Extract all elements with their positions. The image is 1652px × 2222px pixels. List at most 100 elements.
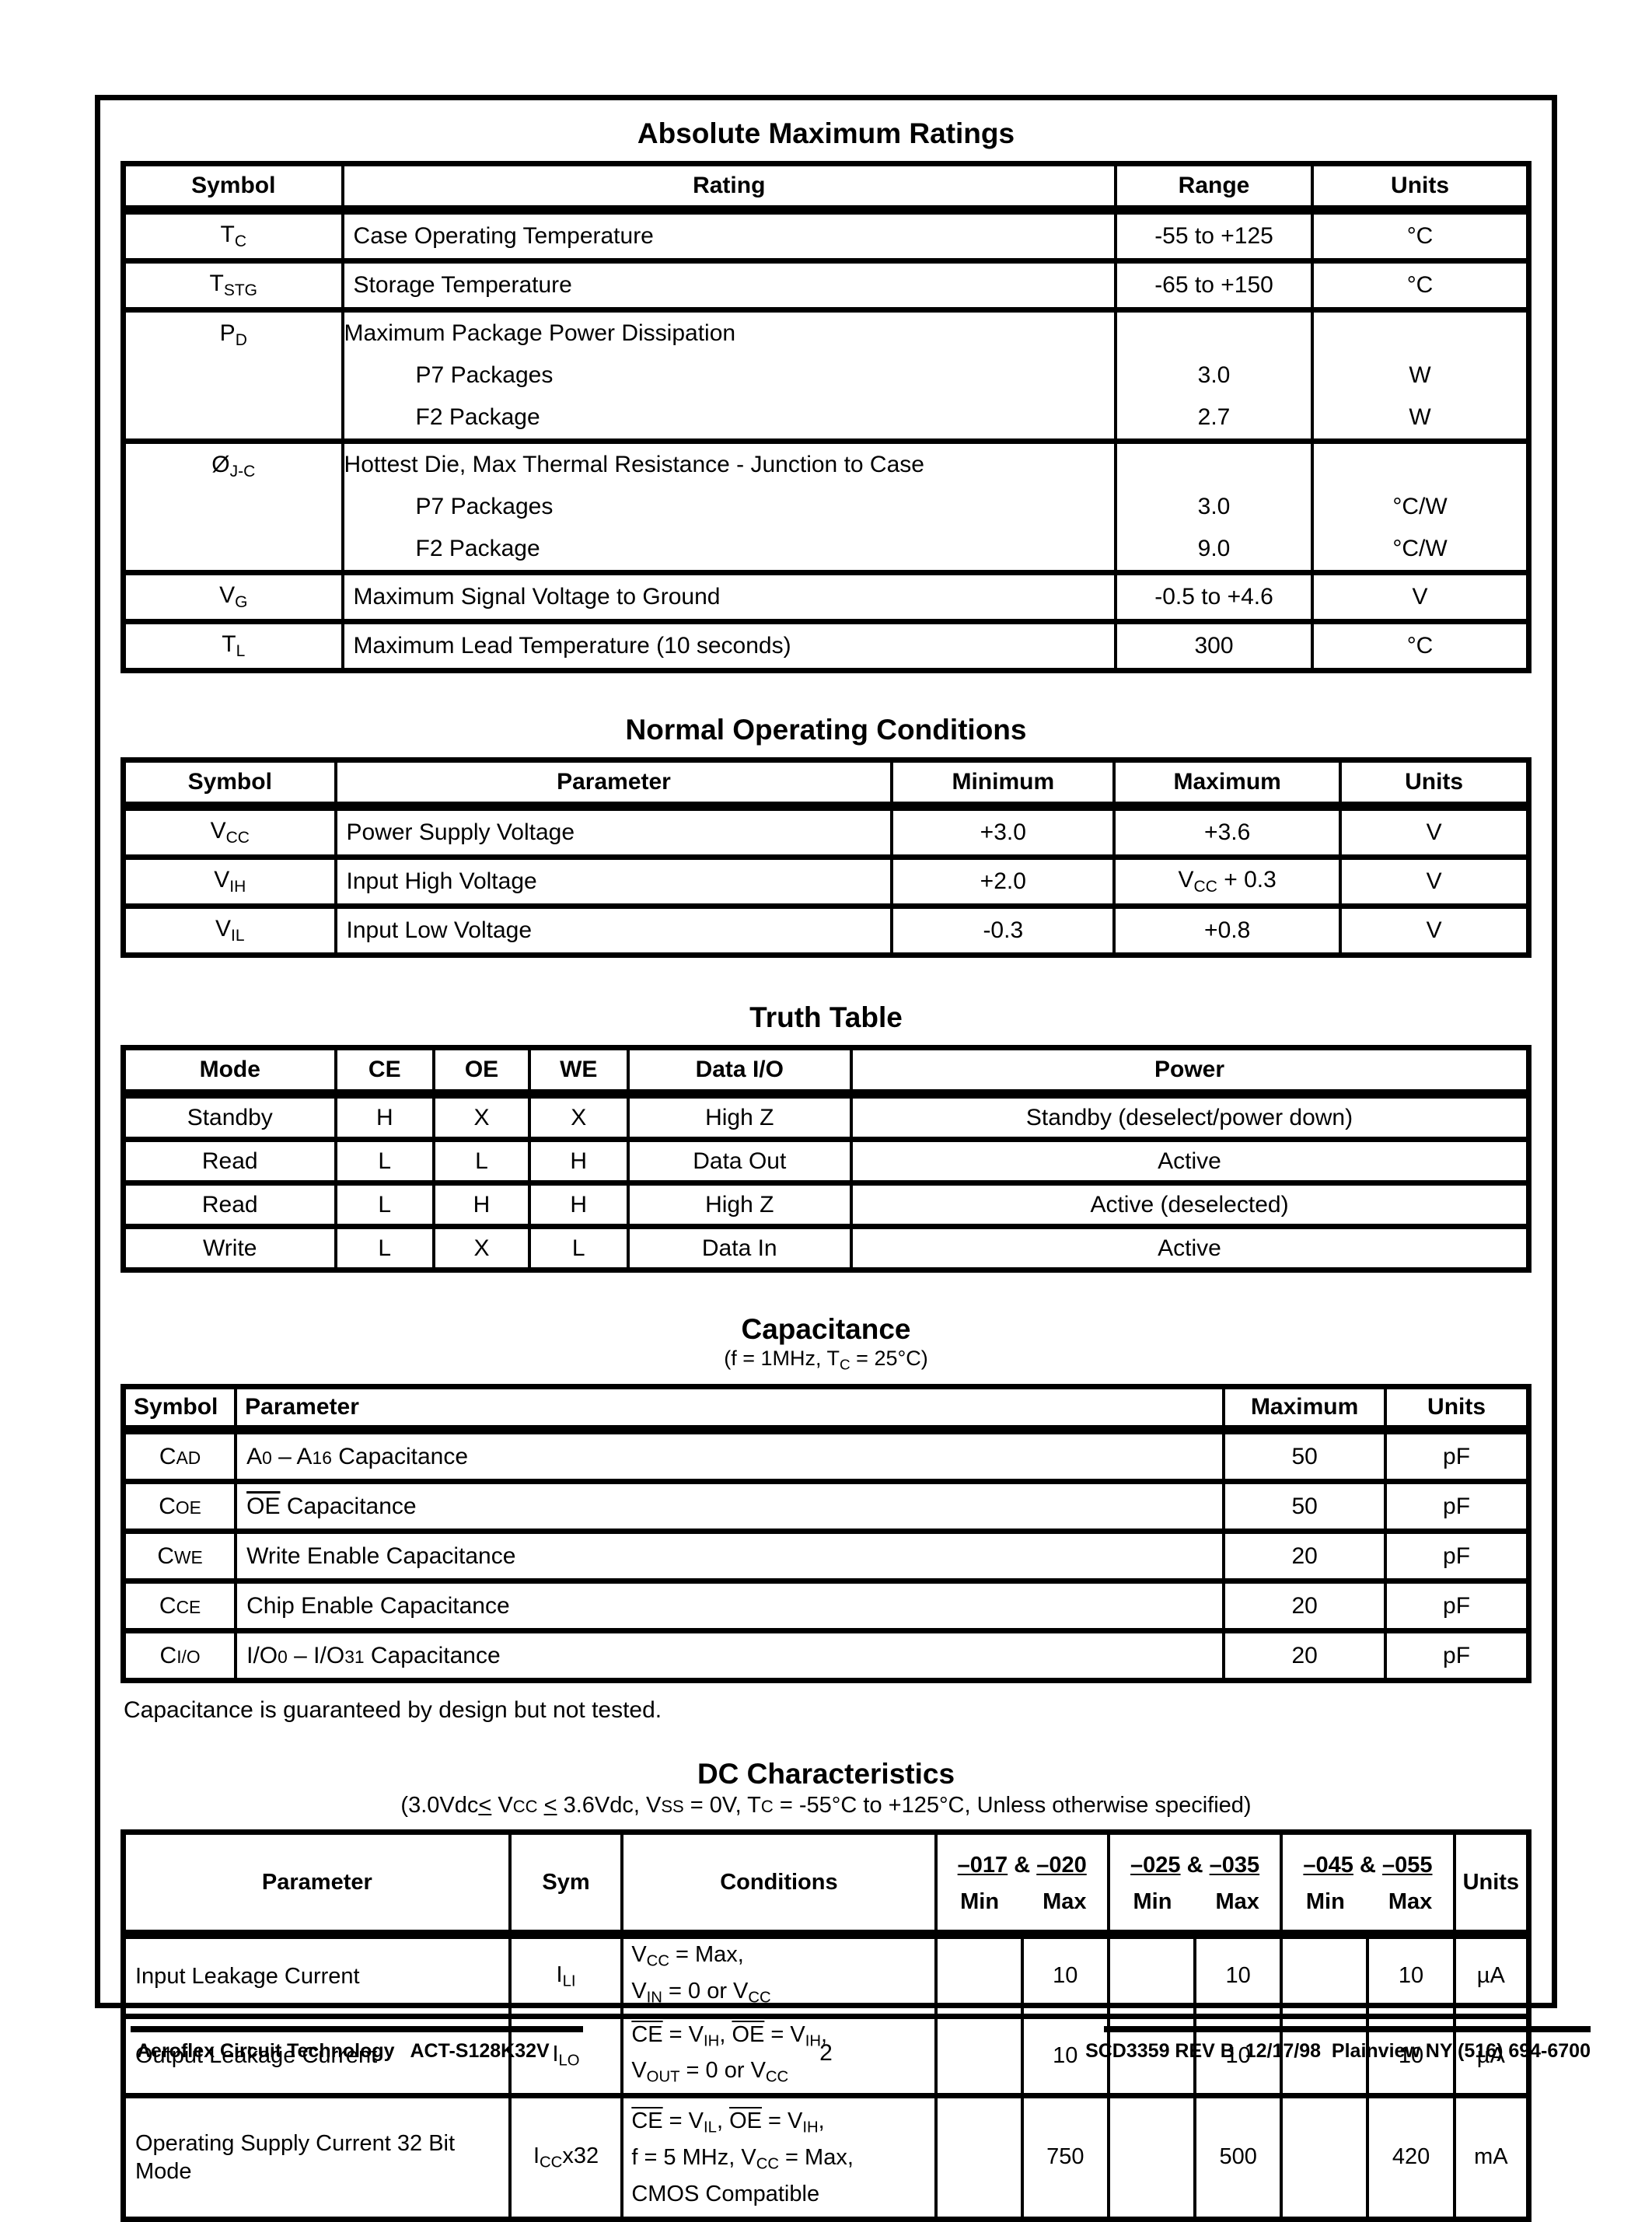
table-row: VIH Input High Voltage +2.0 VCC + 0.3 V xyxy=(121,854,1531,909)
min-cell xyxy=(934,1931,1024,2019)
tt-header-we: WE xyxy=(527,1045,630,1099)
table-row: Read L H H High Z Active (deselected) xyxy=(121,1180,1531,1229)
min-cell xyxy=(1106,1931,1197,2019)
tt-header-row: Mode CE OE WE Data I/O Power xyxy=(121,1045,1531,1099)
maximum-cell: 20 xyxy=(1222,1528,1388,1584)
range-cell: 3.0 2.7 xyxy=(1113,307,1315,444)
dc-header-max: Max xyxy=(1043,1889,1087,1915)
page-number: 2 xyxy=(819,2040,833,2066)
table-row: TL Maximum Lead Temperature (10 seconds)… xyxy=(121,619,1531,673)
cap-header-maximum: Maximum xyxy=(1222,1384,1388,1435)
dc-header-group-045-055: –045 & –055 Min Max xyxy=(1280,1829,1456,1940)
min-cell xyxy=(934,2092,1024,2222)
symbol-cell: CWE xyxy=(121,1528,238,1584)
min-cell xyxy=(1106,2092,1197,2222)
minimum-cell: +2.0 xyxy=(890,854,1116,909)
min-cell xyxy=(1280,2092,1370,2222)
dataio-cell: High Z xyxy=(626,1180,854,1229)
dc-header-parameter: Parameter xyxy=(121,1829,512,1940)
dc-header-min: Min xyxy=(1133,1889,1172,1915)
oe-cell: X xyxy=(432,1224,531,1273)
maximum-cell: VCC + 0.3 xyxy=(1112,854,1343,909)
units-cell: pF xyxy=(1384,1578,1531,1634)
units-cell: µA xyxy=(1452,1931,1531,2019)
table-row: VCC Power Supply Voltage +3.0 +3.6 V xyxy=(121,803,1531,860)
units-cell: °C xyxy=(1311,619,1531,673)
table-row: COE OE Capacitance 50 pF xyxy=(121,1479,1531,1535)
mode-cell: Standby xyxy=(121,1091,337,1142)
noc-header-parameter: Parameter xyxy=(334,757,894,811)
table-row: CAD A0 – A16 Capacitance 50 pF xyxy=(121,1427,1531,1485)
max-cell: 10 xyxy=(1020,2013,1110,2098)
rating-cell: Maximum Signal Voltage to Ground xyxy=(341,570,1117,624)
noc-header-maximum: Maximum xyxy=(1112,757,1343,811)
amr-header-range: Range xyxy=(1113,161,1315,215)
parameter-cell: Chip Enable Capacitance xyxy=(234,1578,1226,1634)
dc-header-max: Max xyxy=(1388,1889,1433,1915)
tt-header-ce: CE xyxy=(334,1045,436,1099)
tt-header-dataio: Data I/O xyxy=(626,1045,854,1099)
maximum-cell: 50 xyxy=(1222,1479,1388,1535)
max-cell: 10 xyxy=(1366,1931,1456,2019)
footer-rule-right xyxy=(1104,2026,1591,2032)
range-cell: 3.0 9.0 xyxy=(1113,438,1315,575)
maximum-cell: 20 xyxy=(1222,1628,1388,1684)
sym-cell: ILI xyxy=(508,1931,624,2019)
amr-title: Absolute Maximum Ratings xyxy=(637,117,1015,149)
table-row: CWE Write Enable Capacitance 20 pF xyxy=(121,1528,1531,1584)
footer-rule-left xyxy=(131,2026,583,2032)
truth-table: Mode CE OE WE Data I/O Power Standby H X… xyxy=(120,1045,1532,1273)
units-cell: °C xyxy=(1311,258,1531,313)
noc-header-minimum: Minimum xyxy=(890,757,1116,811)
min-cell xyxy=(934,2013,1024,2098)
cap-note: Capacitance is guaranteed by design but … xyxy=(124,1697,662,1724)
table-row: ØJ-C Hottest Die, Max Thermal Resistance… xyxy=(121,438,1531,575)
units-cell: °C/W °C/W xyxy=(1311,438,1531,575)
amr-header-units: Units xyxy=(1311,161,1531,215)
dataio-cell: Data Out xyxy=(626,1137,854,1186)
dc-header-sym: Sym xyxy=(508,1829,624,1940)
rating-cell: Case Operating Temperature xyxy=(341,207,1117,264)
table-row: CCE Chip Enable Capacitance 20 pF xyxy=(121,1578,1531,1634)
table-row: TC Case Operating Temperature -55 to +12… xyxy=(121,207,1531,264)
table-row: Output Leakage Current ILO CE = VIH, OE … xyxy=(121,2013,1531,2098)
units-cell: pF xyxy=(1384,1427,1531,1485)
units-cell: V xyxy=(1339,903,1531,958)
parameter-cell: Write Enable Capacitance xyxy=(234,1528,1226,1584)
conditions-cell: CE = VIH, OE = VIH, VOUT = 0 or VCC xyxy=(620,2013,938,2098)
cap-table: Symbol Parameter Maximum Units CAD A0 – … xyxy=(120,1384,1532,1684)
units-cell: pF xyxy=(1384,1479,1531,1535)
range-cell: 300 xyxy=(1113,619,1315,673)
footer-company: Aeroflex Circuit Technology ACT-S128K32V xyxy=(137,2040,550,2062)
cap-header-parameter: Parameter xyxy=(234,1384,1226,1435)
table-row: Standby H X X High Z Standby (deselect/p… xyxy=(121,1091,1531,1142)
amr-header-symbol: Symbol xyxy=(121,161,344,215)
units-cell: V xyxy=(1339,854,1531,909)
tt-header-mode: Mode xyxy=(121,1045,337,1099)
parameter-cell: OE Capacitance xyxy=(234,1479,1226,1535)
table-row: VG Maximum Signal Voltage to Ground -0.5… xyxy=(121,570,1531,624)
maximum-cell: +3.6 xyxy=(1112,803,1343,860)
power-cell: Standby (deselect/power down) xyxy=(850,1091,1531,1142)
rating-cell: Maximum Package Power Dissipation P7 Pac… xyxy=(341,307,1117,444)
symbol-cell: VG xyxy=(121,570,344,624)
truth-table-title: Truth Table xyxy=(749,1001,903,1033)
units-cell: pF xyxy=(1384,1628,1531,1684)
symbol-cell: VIL xyxy=(121,903,337,958)
table-row: Operating Supply Current 32 Bit Mode ICC… xyxy=(121,2092,1531,2222)
parameter-cell: Power Supply Voltage xyxy=(334,803,894,860)
amr-header-row: Symbol Rating Range Units xyxy=(121,161,1531,215)
noc-header-symbol: Symbol xyxy=(121,757,337,811)
symbol-cell: TC xyxy=(121,207,344,264)
table-row: Read L L H Data Out Active xyxy=(121,1137,1531,1186)
parameter-cell: Operating Supply Current 32 Bit Mode xyxy=(121,2092,512,2222)
mode-cell: Read xyxy=(121,1180,337,1229)
maximum-cell: 50 xyxy=(1222,1427,1388,1485)
sym-cell: ICCx32 xyxy=(508,2092,624,2222)
power-cell: Active xyxy=(850,1137,1531,1186)
ce-cell: H xyxy=(334,1091,436,1142)
units-cell: V xyxy=(1311,570,1531,624)
noc-header-row: Symbol Parameter Minimum Maximum Units xyxy=(121,757,1531,811)
page-border: Absolute Maximum Ratings Symbol Rating R… xyxy=(95,95,1557,2222)
symbol-cell: CI/O xyxy=(121,1628,238,1684)
